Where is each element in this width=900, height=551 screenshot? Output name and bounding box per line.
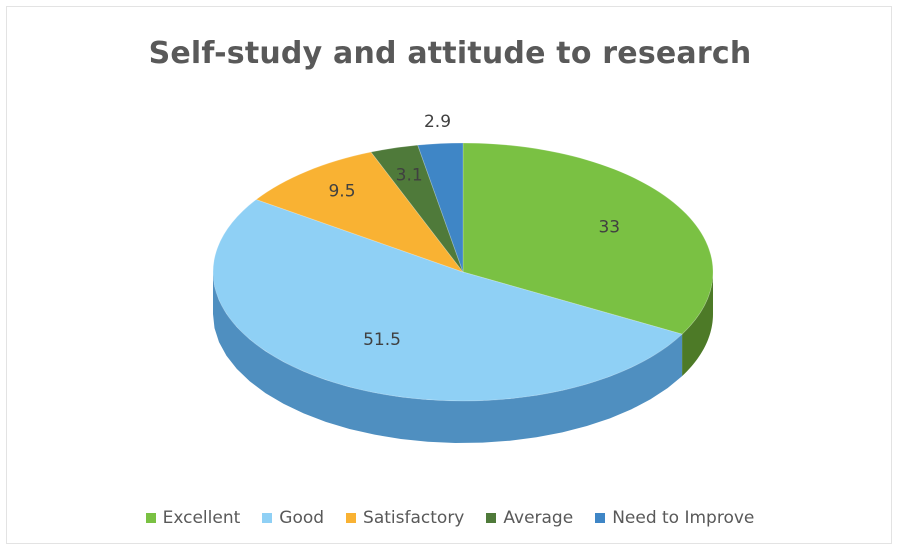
legend-label: Average (503, 508, 574, 528)
legend-item-excellent: Excellent (145, 508, 241, 528)
legend-swatch (486, 513, 497, 523)
legend-swatch (145, 513, 156, 523)
legend-swatch (595, 513, 606, 523)
legend-swatch (346, 513, 357, 523)
pie-sides (213, 272, 713, 443)
data-label-need-to-improve: 2.9 (424, 112, 451, 132)
chart-title: Self-study and attitude to research (148, 36, 752, 71)
legend-label: Need to Improve (612, 508, 755, 528)
legend: Excellent Good Satisfactory Average Need to … (0, 508, 900, 528)
legend-item-need-to-improve: Need to Improve (595, 508, 754, 528)
legend-label: Excellent (162, 508, 241, 528)
data-label-excellent: 33 (598, 217, 620, 237)
legend-item-good: Good (262, 508, 324, 528)
legend-item-satisfactory: Satisfactory (346, 508, 464, 528)
pie-slice-need-to-improve (417, 142, 464, 273)
data-label-average: 3.1 (396, 165, 423, 185)
pie-side-good (213, 272, 683, 443)
pie-slice-average (370, 144, 464, 273)
legend-swatch (262, 513, 273, 523)
legend-label: Good (279, 508, 325, 528)
pie-tops (212, 142, 714, 402)
pie-labels: 33 51.5 9.5 3.1 2.9 (328, 112, 620, 350)
data-label-good: 51.5 (363, 330, 401, 350)
data-label-satisfactory: 9.5 (328, 182, 355, 202)
pie-side-excellent (682, 272, 713, 377)
legend-label: Satisfactory (363, 508, 465, 528)
pie-slice-good (212, 199, 683, 402)
pie-slice-excellent (462, 142, 714, 335)
legend-item-average: Average (486, 508, 573, 528)
pie-slice-satisfactory (255, 151, 465, 273)
